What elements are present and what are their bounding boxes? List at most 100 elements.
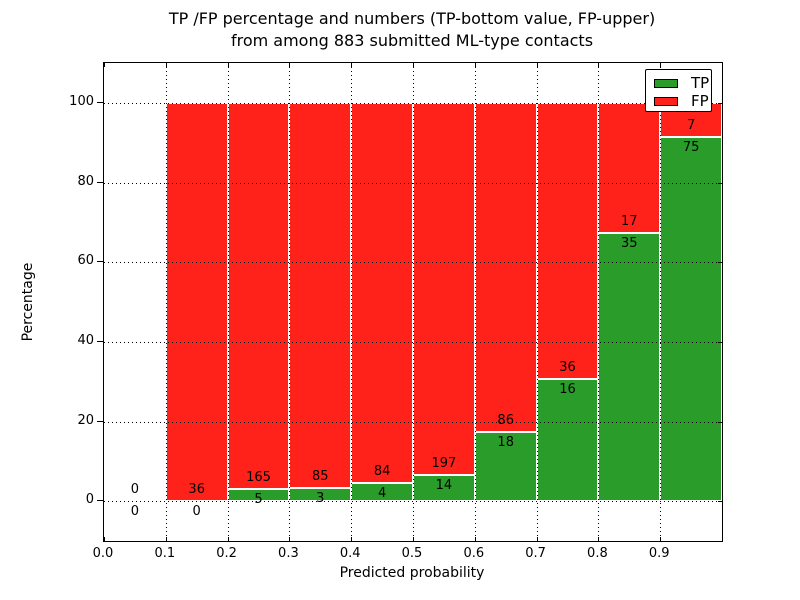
x-tick-mark-top — [289, 63, 291, 67]
tp-count-label: 14 — [435, 477, 453, 493]
y-tick-mark — [97, 261, 103, 263]
y-tick-mark-right — [718, 262, 722, 264]
tp-count-label: 4 — [377, 486, 387, 502]
fp-bar-segment — [227, 102, 290, 490]
x-tick-label: 0.2 — [216, 546, 237, 561]
vertical-gridline — [660, 63, 662, 541]
vertical-gridline — [474, 63, 476, 541]
x-tick-mark — [598, 537, 600, 541]
fp-count-label: 36 — [559, 359, 576, 375]
vertical-gridline — [227, 63, 229, 541]
tp-legend-label: TP — [691, 74, 710, 92]
y-tick-label: 80 — [77, 173, 94, 189]
tp-count-label: 16 — [559, 381, 576, 397]
x-tick-mark — [474, 537, 476, 541]
tp-count-label: 5 — [254, 492, 263, 508]
x-tick-mark-top — [104, 63, 105, 67]
x-tick-mark — [165, 537, 167, 541]
x-tick-label: 0.1 — [154, 546, 176, 561]
fp-bar-segment — [351, 102, 413, 484]
x-tick-label: 0.5 — [401, 546, 423, 561]
x-tick-label: 0.0 — [92, 546, 114, 561]
chart-title-line1: TP /FP percentage and numbers (TP-bottom… — [168, 9, 656, 28]
tp-bar-segment — [413, 474, 475, 502]
x-tick-mark-top — [536, 63, 538, 67]
x-axis-label: Predicted probability — [339, 565, 485, 581]
fp-bar-segment — [165, 102, 228, 502]
tp-count-label: 0 — [130, 504, 140, 520]
x-tick-mark — [351, 537, 353, 541]
x-tick-label: 0.9 — [648, 546, 670, 561]
vertical-gridline — [536, 63, 538, 541]
x-tick-mark-top — [165, 63, 167, 67]
y-tick-mark — [97, 101, 103, 103]
y-tick-mark-right — [718, 341, 722, 343]
fp-legend-swatch — [654, 96, 678, 106]
x-tick-label: 0.6 — [463, 546, 485, 561]
x-tick-mark-top — [227, 63, 229, 67]
y-tick-mark — [97, 340, 103, 342]
x-tick-label: 0.7 — [525, 546, 546, 561]
y-tick-mark — [97, 181, 103, 183]
fp-bar-segment — [474, 102, 537, 433]
y-tick-mark-right — [718, 421, 722, 423]
x-tick-mark-top — [660, 63, 662, 67]
fp-count-label: 36 — [188, 482, 205, 498]
fp-count-label: 197 — [431, 455, 457, 471]
vertical-gridline — [165, 63, 167, 541]
tp-bar-segment — [660, 136, 722, 502]
y-tick-mark — [97, 420, 103, 422]
y-tick-mark-right — [718, 501, 722, 503]
vertical-gridline — [289, 63, 291, 541]
tp-count-label: 3 — [316, 490, 325, 506]
fp-count-label: 86 — [497, 413, 514, 429]
tp-count-label: 35 — [621, 236, 638, 252]
tp-count-label: 75 — [682, 139, 700, 155]
x-tick-mark — [413, 537, 414, 541]
y-tick-label: 60 — [77, 253, 94, 269]
x-tick-label: 0.8 — [587, 546, 608, 561]
fp-bar-segment — [289, 102, 352, 488]
vertical-gridline — [351, 63, 353, 541]
tp-bar-segment — [598, 233, 661, 502]
fp-bar-segment — [413, 102, 475, 475]
y-tick-label: 20 — [77, 412, 94, 428]
fp-count-label: 7 — [686, 117, 696, 133]
x-tick-mark-top — [474, 63, 476, 67]
legend: TP FP — [645, 69, 712, 112]
x-tick-mark-top — [413, 63, 414, 67]
fp-count-label: 85 — [312, 468, 329, 484]
fp-legend-label: FP — [691, 92, 709, 110]
legend-row-tp: TP — [654, 74, 711, 92]
x-tick-mark — [289, 537, 291, 541]
tp-count-label: 18 — [497, 435, 514, 451]
chart-title-line2: from among 883 submitted ML-type contact… — [230, 31, 594, 50]
y-tick-mark — [97, 500, 103, 502]
fp-count-label: 165 — [246, 470, 271, 486]
x-tick-label: 0.4 — [339, 546, 361, 561]
vertical-gridline — [413, 63, 414, 541]
y-tick-label: 100 — [69, 93, 94, 109]
y-tick-label: 0 — [85, 492, 94, 508]
x-tick-mark — [227, 537, 229, 541]
x-tick-mark-top — [351, 63, 353, 67]
fp-count-label: 84 — [373, 464, 391, 480]
y-tick-label: 40 — [77, 332, 94, 348]
plot-area: 0 0 36 0 165 5 85 3 84 4 197 14 86 18 36 16 17 35 7 75 TP F… — [103, 62, 723, 542]
x-tick-mark — [104, 537, 105, 541]
y-tick-mark-right — [718, 102, 722, 104]
x-tick-mark — [722, 537, 723, 541]
legend-row-fp: FP — [654, 92, 711, 110]
fp-bar-segment — [536, 102, 599, 379]
x-tick-mark-top — [722, 63, 723, 67]
x-tick-mark — [660, 537, 662, 541]
fp-count-label: 17 — [621, 214, 638, 230]
y-tick-mark-right — [718, 182, 722, 184]
x-tick-mark-top — [598, 63, 600, 67]
tp-legend-swatch — [654, 78, 678, 88]
vertical-gridline — [598, 63, 600, 541]
x-tick-mark — [536, 537, 538, 541]
tp-count-label: 0 — [192, 504, 201, 520]
x-tick-label: 0.3 — [278, 546, 299, 561]
